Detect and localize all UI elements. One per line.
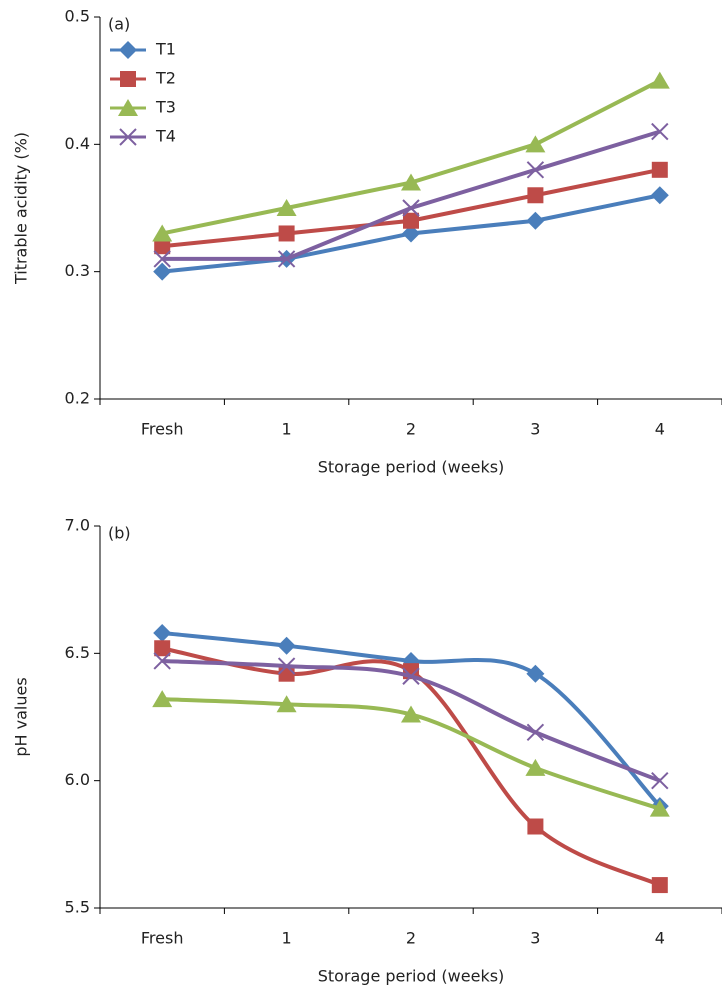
marker (119, 128, 137, 146)
y-tick-label: 6.0 (65, 770, 90, 789)
y-tick-label: 7.0 (65, 516, 90, 535)
marker (649, 71, 670, 89)
marker (651, 877, 668, 894)
marker (649, 799, 670, 817)
marker (527, 187, 544, 204)
marker (276, 199, 297, 216)
marker (153, 652, 171, 670)
x-tick-label: 2 (406, 420, 416, 439)
marker (154, 238, 171, 255)
x-tick-label: 1 (282, 929, 292, 948)
marker (153, 262, 172, 281)
x-tick-label: Fresh (141, 420, 184, 439)
legend-label: T2 (155, 69, 176, 88)
marker (118, 99, 138, 116)
marker (278, 225, 295, 242)
x-axis-title: Storage period (weeks) (318, 458, 505, 477)
marker (153, 250, 171, 268)
marker (277, 636, 296, 655)
legend-label: T3 (155, 98, 176, 117)
marker (402, 224, 420, 243)
y-tick-label: 5.5 (65, 898, 90, 917)
x-tick-label: 4 (655, 929, 665, 948)
x-tick-label: 3 (530, 929, 540, 948)
marker (402, 667, 420, 685)
y-tick-label: 0.2 (65, 389, 90, 408)
y-axis-title: Titrable acidity (%) (12, 132, 31, 285)
legend-label: T4 (155, 127, 176, 146)
marker (526, 664, 545, 683)
y-tick-label: 0.4 (65, 134, 90, 153)
x-tick-label: 3 (530, 420, 540, 439)
series-line (161, 646, 661, 887)
marker (651, 161, 668, 178)
x-tick-label: 1 (282, 420, 292, 439)
marker (525, 758, 546, 776)
marker (526, 211, 545, 230)
marker (650, 186, 669, 205)
marker (402, 199, 420, 217)
marker (154, 640, 171, 657)
marker (403, 212, 419, 229)
marker (651, 122, 669, 141)
marker (401, 705, 421, 723)
marker (277, 657, 296, 675)
panel-label: (b) (108, 524, 131, 543)
marker (527, 818, 544, 835)
marker (401, 173, 421, 191)
x-tick-label: Fresh (141, 929, 184, 948)
marker (119, 41, 137, 59)
y-axis-title: pH values (12, 677, 31, 756)
marker (526, 161, 545, 179)
x-tick-label: 2 (406, 929, 416, 948)
marker (276, 695, 297, 713)
panel-label: (a) (108, 15, 130, 34)
marker (651, 771, 669, 790)
x-axis-title: Storage period (weeks) (318, 967, 505, 986)
marker (277, 250, 296, 268)
marker (120, 71, 136, 87)
marker (152, 690, 173, 708)
marker (526, 723, 545, 741)
y-tick-label: 6.5 (65, 643, 90, 662)
y-tick-label: 0.5 (65, 7, 90, 26)
marker (152, 224, 173, 242)
y-tick-label: 0.3 (65, 261, 90, 280)
legend-label: T1 (155, 40, 176, 59)
marker (153, 623, 172, 642)
marker (525, 135, 546, 153)
x-tick-label: 4 (655, 420, 665, 439)
